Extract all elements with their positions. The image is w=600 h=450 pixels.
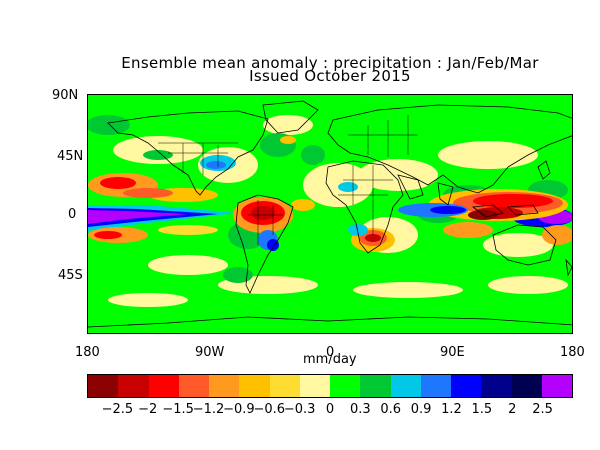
colorbar-tick-label: −1.5 (162, 402, 194, 417)
lat-label-90n: 90N (52, 88, 79, 103)
colorbar-tick-label: −0.6 (253, 402, 286, 417)
colorbar-tick-label: −2 (138, 402, 158, 417)
colorbar-swatch (148, 375, 179, 397)
lon-label-180w: 180 (75, 345, 100, 360)
map-title: Ensemble mean anomaly : precipitation : … (121, 54, 539, 72)
lat-label-45s: 45S (58, 268, 83, 283)
colorbar-tick-label: 0.3 (350, 402, 371, 417)
colorbar-tick-label: 2 (508, 402, 517, 417)
coastline-outlines (88, 100, 572, 328)
colorbar-tick-label: 1.2 (441, 402, 462, 417)
colorbar-swatch (209, 375, 240, 397)
colorbar-swatch (451, 375, 482, 397)
colorbar-swatch (360, 375, 391, 397)
map-canvas (88, 95, 572, 333)
colorbar-tick-label: 2.5 (532, 402, 553, 417)
colorbar-tick-label: −0.3 (283, 402, 316, 417)
lon-label-90e: 90E (440, 345, 465, 360)
colorbar-swatch (330, 375, 361, 397)
colorbar-swatch (481, 375, 512, 397)
lon-label-180e: 180 (560, 345, 585, 360)
colorbar-tick-label: −0.9 (223, 402, 255, 417)
map-subtitle: Issued October 2015 (249, 67, 411, 85)
colorbar-tick-label: −2.5 (101, 402, 134, 417)
lat-label-45n: 45N (57, 149, 84, 164)
colorbar-swatch (88, 375, 119, 397)
colorbar-tick-label: 1.5 (471, 402, 493, 417)
colorbar-swatch (511, 375, 542, 397)
colorbar-swatch (541, 375, 572, 397)
lat-label-0: 0 (68, 207, 77, 222)
units-label: mm/day (303, 352, 357, 367)
colorbar-tick-label: 0.9 (410, 402, 432, 417)
north-pacific-dry-band (88, 173, 218, 202)
colorbar-swatch (390, 375, 421, 397)
colorbar-swatch (178, 375, 209, 397)
country-borders (158, 115, 418, 245)
colorbar-tick-label: −1.2 (192, 402, 225, 417)
lon-label-0: 0 (326, 345, 335, 360)
colorbar-tick-label: 0.6 (380, 402, 402, 417)
south-pacific-dry-band (88, 225, 572, 245)
colorbar-swatch (239, 375, 270, 397)
colorbar-swatch (299, 375, 330, 397)
colorbar-swatch (269, 375, 300, 397)
precipitation-anomaly-map (87, 94, 573, 334)
maritime-continent-dry-region (398, 189, 568, 238)
colorbar-swatch (420, 375, 451, 397)
lon-label-90w: 90W (195, 345, 225, 360)
colorbar (87, 374, 573, 398)
colorbar-swatch (118, 375, 149, 397)
colorbar-tick-label: 0 (325, 402, 335, 417)
